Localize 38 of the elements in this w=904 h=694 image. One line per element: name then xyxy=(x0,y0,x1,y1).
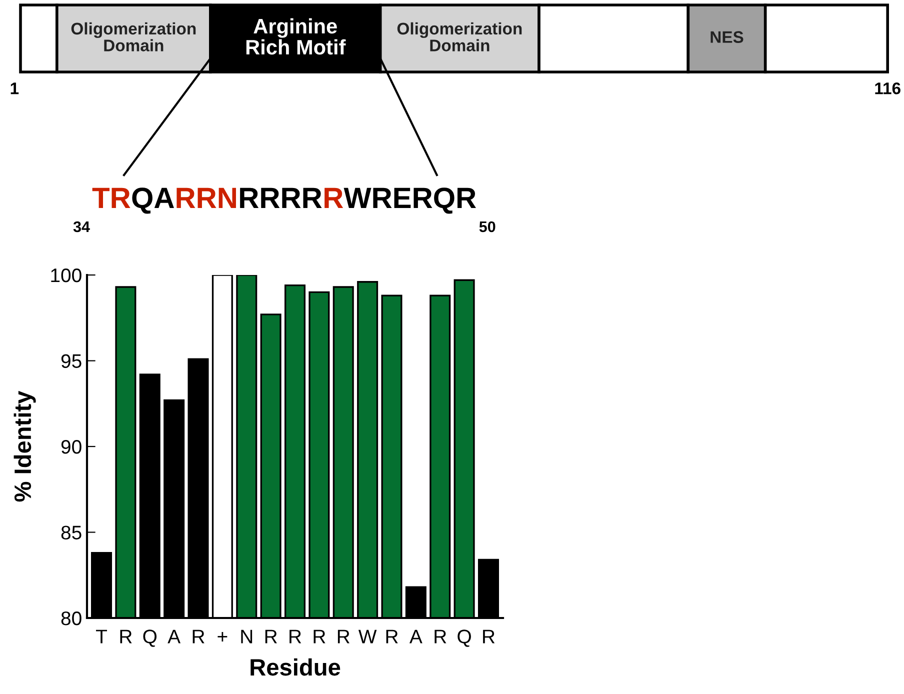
text: Oligomerization Domain xyxy=(71,22,196,52)
text: 116 xyxy=(875,82,900,94)
x-tick-label: R xyxy=(192,630,204,644)
text: 50 xyxy=(479,221,496,232)
text: RRRR xyxy=(240,188,322,208)
text: Oligomerization Domain xyxy=(397,22,522,52)
x-tick-label: R xyxy=(120,630,132,644)
x-axis-title: Residue xyxy=(250,658,340,676)
x-tick-label: T xyxy=(96,630,108,644)
x-tick-label: R xyxy=(314,630,326,644)
text: WRERQR xyxy=(344,188,476,214)
x-tick-label: R xyxy=(265,630,277,644)
y-tick-label: 100 xyxy=(51,268,82,282)
x-tick-label: R xyxy=(338,630,350,644)
text: 1 xyxy=(10,82,19,94)
x-tick-label: + xyxy=(218,632,228,642)
text: Arginine Rich Motif xyxy=(246,18,346,55)
x-tick-label: R xyxy=(386,630,398,644)
y-tick-label: 90 xyxy=(61,440,82,454)
text: NES xyxy=(710,31,744,43)
x-tick-label: A xyxy=(409,630,422,644)
x-tick-label: Q xyxy=(143,630,157,647)
x-tick-label: A xyxy=(168,630,181,644)
x-tick-label: R xyxy=(434,630,446,644)
x-tick-label: Q xyxy=(458,630,471,647)
text: 34 xyxy=(73,221,90,232)
y-tick-label: 85 xyxy=(61,526,82,540)
text: R xyxy=(324,188,344,208)
x-tick-label: W xyxy=(358,630,377,644)
text: QA xyxy=(132,188,174,214)
x-tick-label: N xyxy=(241,630,252,644)
text: RRN xyxy=(176,188,236,208)
y-axis-title: % Identity xyxy=(14,390,36,502)
x-tick-label: R xyxy=(483,630,495,644)
x-tick-label: R xyxy=(290,630,302,644)
y-tick-label: 95 xyxy=(61,354,82,368)
y-tick-label: 80 xyxy=(61,611,82,626)
text: TR xyxy=(92,188,130,208)
